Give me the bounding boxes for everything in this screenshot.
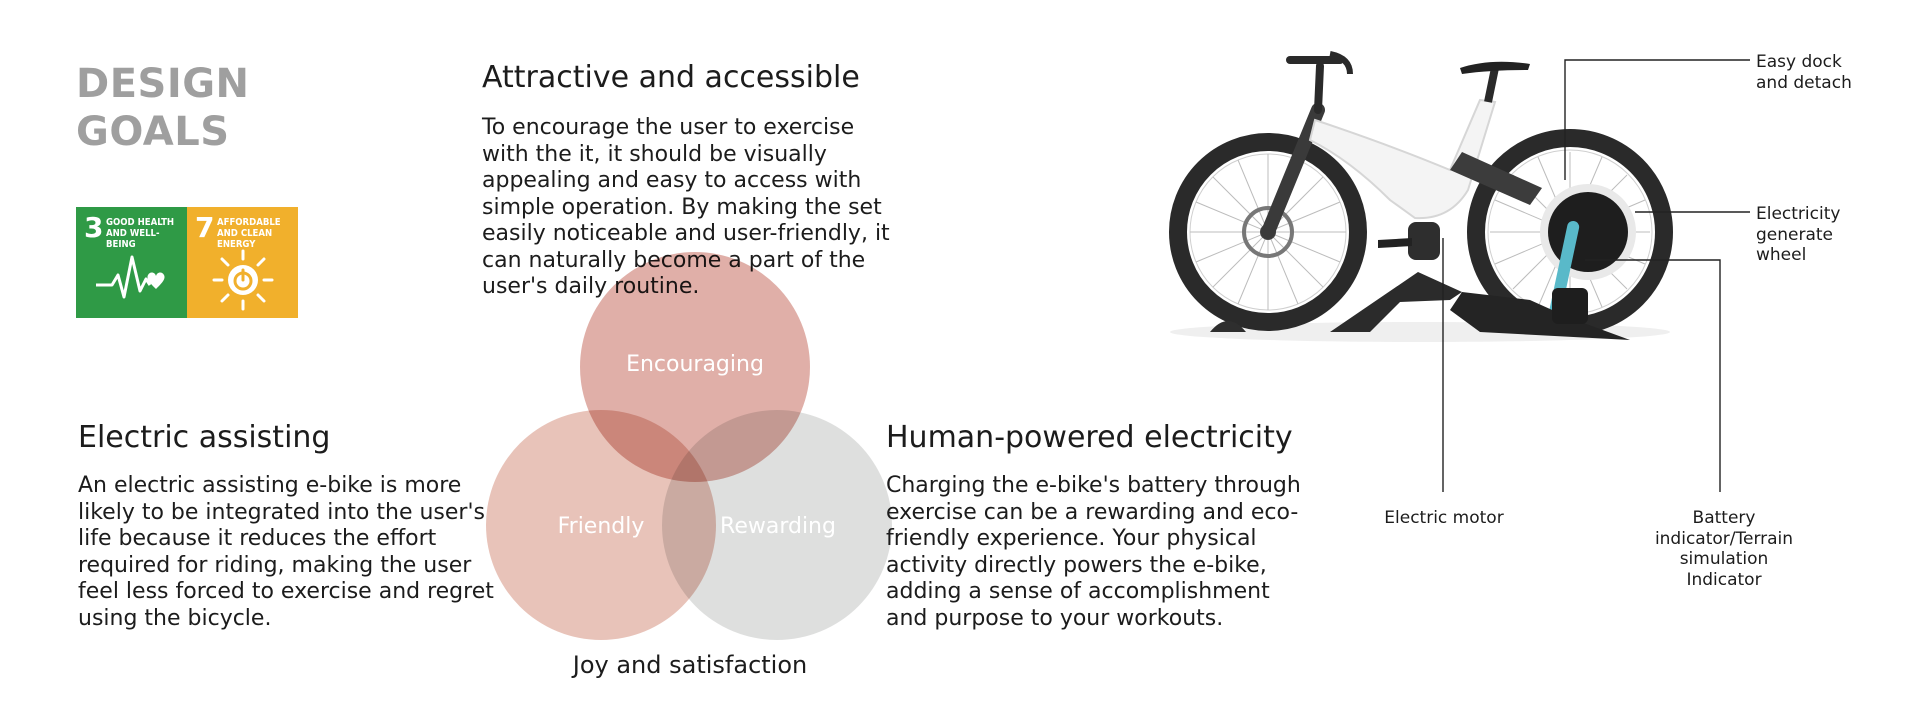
venn-circle-encouraging: [580, 252, 810, 482]
sun-power-icon: [212, 249, 274, 311]
callout-line: indicator/Terrain: [1654, 528, 1794, 549]
ebike-trainer-illustration: [1169, 51, 1750, 492]
callout-line: generate: [1756, 224, 1834, 245]
electric-line: using the bicycle.: [78, 605, 272, 631]
attractive-line: simple operation. By making the set: [482, 194, 882, 220]
callout-line: and detach: [1756, 72, 1852, 93]
sdg-3-number: 3: [84, 211, 104, 244]
electric-line: life because it reduces the effort: [78, 526, 437, 551]
sdg-3-text: GOOD HEALTH AND WELL-BEING: [106, 217, 175, 250]
callout-line: simulation: [1679, 549, 1769, 569]
human-line: exercise can be a rewarding and eco-: [886, 499, 1299, 525]
sdg-7-tile: 7 AFFORDABLE AND CLEAN ENERGY: [187, 207, 298, 318]
electric-line: feel less forced to exercise and regret: [78, 579, 494, 604]
callout-electric-motor: Electric motor: [1384, 508, 1504, 528]
human-heading: Human-powered electricity: [886, 420, 1293, 455]
human-line: Charging the e-bike's battery through: [886, 473, 1301, 498]
human-paragraph: Charging the e-bike's battery through ex…: [886, 473, 1316, 632]
human-line: friendly experience. Your physical: [886, 526, 1257, 551]
electric-line: required for riding, making the user: [78, 552, 472, 578]
electric-heading: Electric assisting: [78, 420, 331, 455]
title-line-2: GOALS: [76, 109, 230, 155]
callout-line: wheel: [1756, 245, 1807, 265]
venn-label-friendly: Friendly: [557, 514, 645, 539]
attractive-line: easily noticeable and user-friendly, it: [482, 221, 890, 246]
venn-label-encouraging: Encouraging: [626, 352, 764, 377]
sdg-7-text: AFFORDABLE AND CLEAN ENERGY: [217, 217, 281, 250]
human-line: adding a sense of accomplishment: [886, 579, 1270, 604]
callout-line: Easy dock: [1756, 52, 1842, 72]
callout-line: Electricity: [1756, 204, 1841, 224]
callout-line: Battery: [1692, 508, 1756, 528]
venn-caption: Joy and satisfaction: [572, 651, 808, 679]
electric-line: likely to be integrated into the user's: [78, 499, 485, 525]
design-goals-title: DESIGN GOALS: [76, 60, 250, 156]
attractive-line: To encourage the user to exercise: [482, 115, 855, 140]
callout-line: Indicator: [1686, 569, 1762, 590]
electric-paragraph: An electric assisting e-bike is more lik…: [78, 473, 498, 632]
title-line-1: DESIGN: [76, 61, 250, 107]
attractive-line: with the it, it should be visually: [482, 141, 827, 167]
heartbeat-icon: [96, 255, 165, 299]
attractive-heading: Attractive and accessible: [482, 60, 860, 95]
human-line: activity directly powers the e-bike,: [886, 552, 1267, 578]
electric-line: An electric assisting e-bike is more: [78, 473, 462, 498]
attractive-line: appealing and easy to access with: [482, 168, 862, 193]
callout-electricity-wheel: Electricity generate wheel: [1756, 204, 1840, 266]
human-line: and purpose to your workouts.: [886, 605, 1224, 631]
callout-battery-indicator: Battery indicator/Terrain simulation Ind…: [1634, 508, 1814, 590]
sdg-3-tile: 3 GOOD HEALTH AND WELL-BEING: [76, 207, 187, 318]
sdg-7-number: 7: [195, 211, 215, 244]
venn-label-rewarding: Rewarding: [720, 514, 836, 539]
callout-easy-dock: Easy dock and detach: [1756, 52, 1852, 93]
